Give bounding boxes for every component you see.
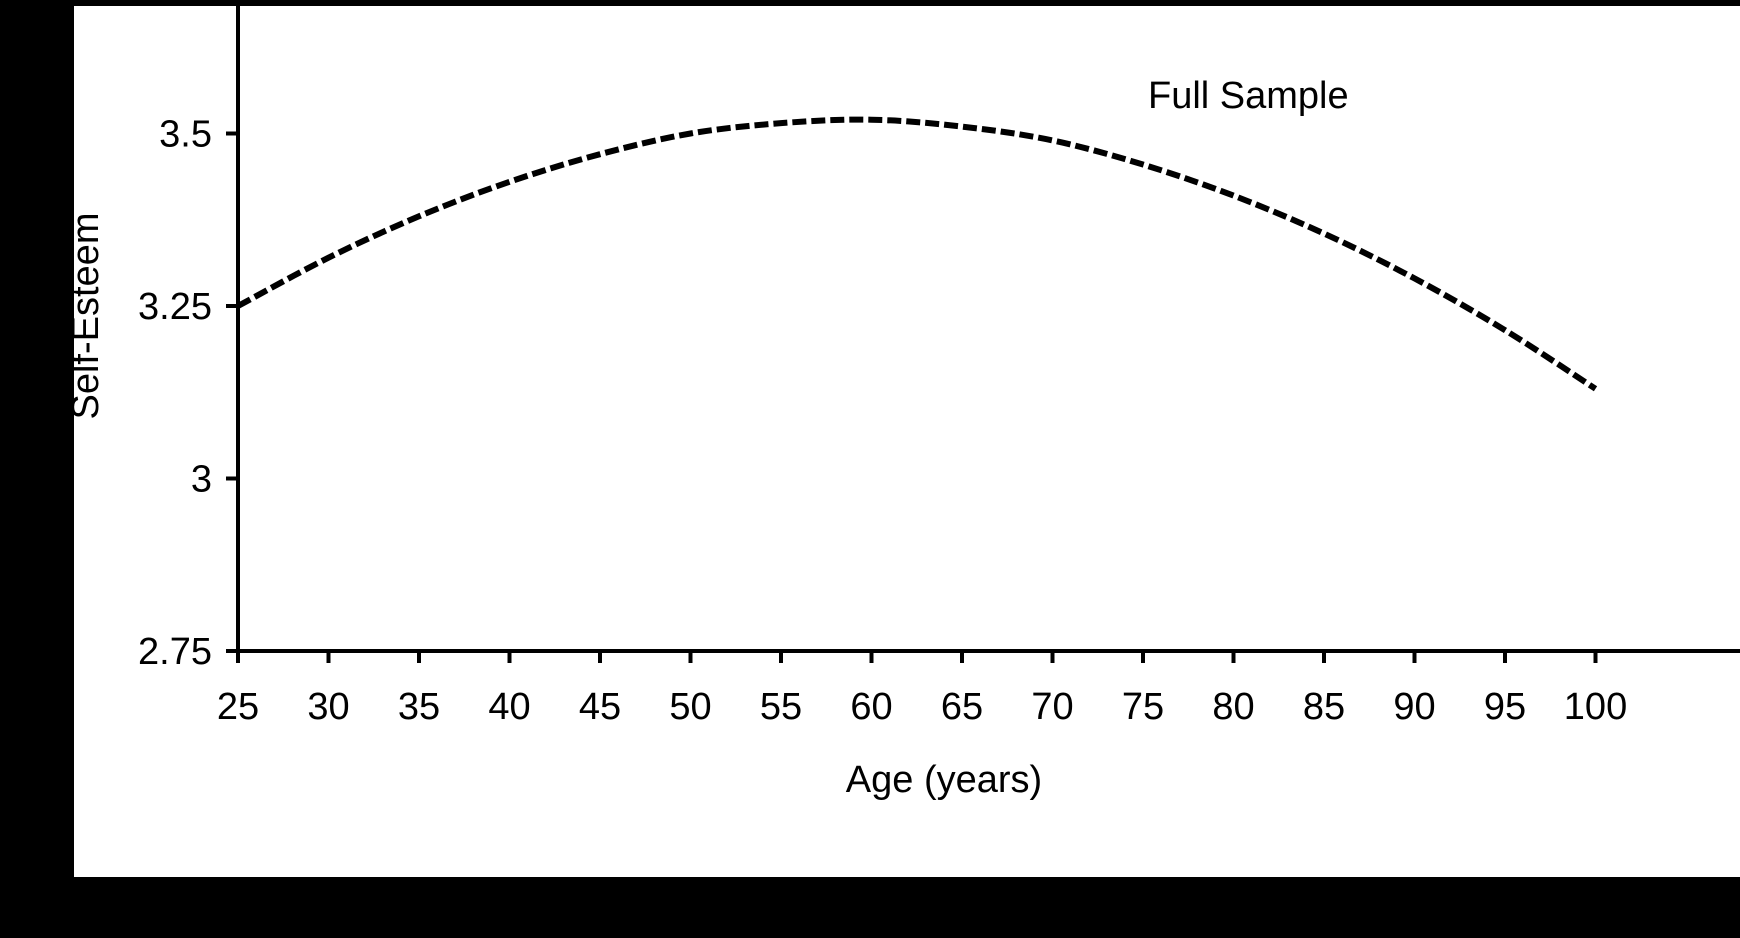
self-esteem-series-line: [236, 116, 1598, 392]
y-tick-label: 3.5: [159, 114, 212, 156]
chart-svg: 2.75 3 3.25 3.5 25 30 35 40 45 50 55 60 65 70 75 80 85 9…: [74, 6, 1740, 801]
x-tick-label: 65: [941, 686, 983, 728]
axes: [226, 6, 1740, 653]
x-tick-label: 40: [488, 686, 530, 728]
y-axis-title: Self-Esteem: [74, 213, 107, 420]
full-sample-annotation: Full Sample: [1148, 75, 1349, 117]
x-tick-label: 85: [1303, 686, 1345, 728]
x-tick-label: 55: [760, 686, 802, 728]
x-tick-label: 90: [1393, 686, 1435, 728]
x-tick-label: 95: [1484, 686, 1526, 728]
y-tick-label: 3: [191, 459, 212, 501]
chart-canvas: 2.75 3 3.25 3.5 25 30 35 40 45 50 55 60 65 70 75 80 85 9…: [74, 6, 1740, 877]
x-tick-label: 30: [307, 686, 349, 728]
x-tick-label: 45: [579, 686, 621, 728]
series-points: [235, 117, 1599, 392]
x-ticks: 25 30 35 40 45 50 55 60 65 70 75 80 85 90 95 100: [217, 651, 1627, 728]
x-tick-label: 75: [1122, 686, 1164, 728]
y-ticks: 2.75 3 3.25 3.5: [138, 114, 238, 673]
x-tick-label: 80: [1212, 686, 1254, 728]
x-tick-label: 70: [1031, 686, 1073, 728]
x-tick-label: 100: [1564, 686, 1627, 728]
x-tick-label: 25: [217, 686, 259, 728]
y-tick-label: 3.25: [138, 286, 212, 328]
x-tick-label: 35: [398, 686, 440, 728]
x-tick-label: 60: [850, 686, 892, 728]
y-tick-label: 2.75: [138, 631, 212, 673]
x-tick-label: 50: [669, 686, 711, 728]
x-axis-title: Age (years): [846, 759, 1042, 801]
